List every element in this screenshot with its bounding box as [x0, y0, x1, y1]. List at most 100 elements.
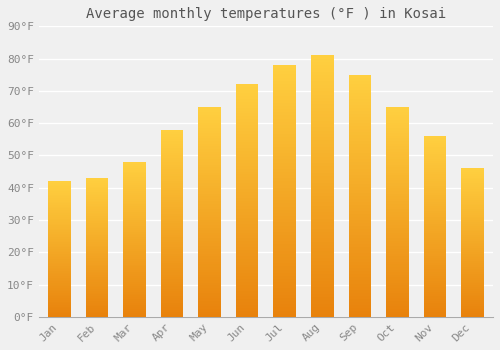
Bar: [461, 281, 483, 284]
Bar: [461, 313, 483, 315]
Bar: [161, 242, 184, 244]
Bar: [198, 251, 221, 254]
Bar: [424, 199, 446, 202]
Bar: [461, 278, 483, 280]
Bar: [48, 259, 70, 261]
Bar: [461, 265, 483, 267]
Bar: [161, 186, 184, 188]
Bar: [124, 239, 146, 241]
Bar: [311, 232, 334, 235]
Bar: [274, 147, 296, 150]
Bar: [348, 93, 371, 96]
Bar: [461, 204, 483, 205]
Bar: [236, 288, 258, 290]
Bar: [461, 250, 483, 252]
Bar: [348, 289, 371, 293]
Bar: [161, 265, 184, 268]
Bar: [236, 236, 258, 238]
Bar: [161, 244, 184, 247]
Bar: [274, 295, 296, 298]
Bar: [236, 195, 258, 198]
Bar: [461, 244, 483, 246]
Bar: [348, 190, 371, 193]
Bar: [48, 312, 70, 313]
Bar: [461, 213, 483, 215]
Bar: [198, 259, 221, 262]
Bar: [311, 307, 334, 310]
Bar: [348, 205, 371, 208]
Bar: [124, 313, 146, 315]
Bar: [348, 102, 371, 105]
Bar: [274, 169, 296, 172]
Bar: [48, 305, 70, 307]
Bar: [424, 240, 446, 242]
Bar: [348, 229, 371, 232]
Bar: [198, 290, 221, 293]
Bar: [161, 310, 184, 312]
Bar: [311, 160, 334, 163]
Bar: [461, 309, 483, 311]
Bar: [311, 180, 334, 183]
Bar: [386, 162, 408, 165]
Bar: [424, 251, 446, 253]
Bar: [348, 156, 371, 160]
Bar: [236, 241, 258, 244]
Bar: [48, 308, 70, 310]
Bar: [124, 236, 146, 237]
Bar: [236, 84, 258, 87]
Bar: [161, 230, 184, 232]
Bar: [348, 296, 371, 299]
Bar: [386, 180, 408, 183]
Bar: [124, 253, 146, 255]
Bar: [386, 131, 408, 133]
Bar: [424, 143, 446, 145]
Bar: [236, 160, 258, 163]
Bar: [124, 303, 146, 305]
Bar: [311, 137, 334, 140]
Bar: [48, 210, 70, 212]
Bar: [348, 81, 371, 84]
Bar: [236, 270, 258, 273]
Bar: [161, 195, 184, 197]
Bar: [348, 123, 371, 126]
Bar: [424, 136, 446, 138]
Bar: [274, 71, 296, 75]
Bar: [386, 164, 408, 167]
Bar: [86, 180, 108, 181]
Bar: [86, 299, 108, 301]
Bar: [424, 253, 446, 256]
Bar: [86, 218, 108, 220]
Bar: [424, 172, 446, 174]
Bar: [461, 272, 483, 274]
Bar: [198, 149, 221, 152]
Bar: [48, 240, 70, 242]
Bar: [161, 228, 184, 230]
Bar: [424, 195, 446, 197]
Bar: [424, 193, 446, 195]
Bar: [348, 217, 371, 220]
Bar: [198, 306, 221, 309]
Bar: [161, 263, 184, 265]
Bar: [424, 206, 446, 208]
Bar: [386, 125, 408, 128]
Bar: [274, 131, 296, 134]
Bar: [161, 221, 184, 223]
Bar: [424, 217, 446, 220]
Bar: [48, 256, 70, 258]
Bar: [274, 254, 296, 257]
Bar: [386, 206, 408, 209]
Bar: [386, 228, 408, 230]
Bar: [48, 205, 70, 206]
Bar: [236, 256, 258, 259]
Bar: [161, 303, 184, 305]
Bar: [274, 128, 296, 131]
Bar: [386, 262, 408, 264]
Bar: [274, 97, 296, 100]
Bar: [424, 147, 446, 149]
Bar: [461, 207, 483, 209]
Bar: [348, 132, 371, 135]
Bar: [236, 244, 258, 247]
Bar: [424, 179, 446, 181]
Bar: [48, 208, 70, 210]
Bar: [461, 261, 483, 263]
